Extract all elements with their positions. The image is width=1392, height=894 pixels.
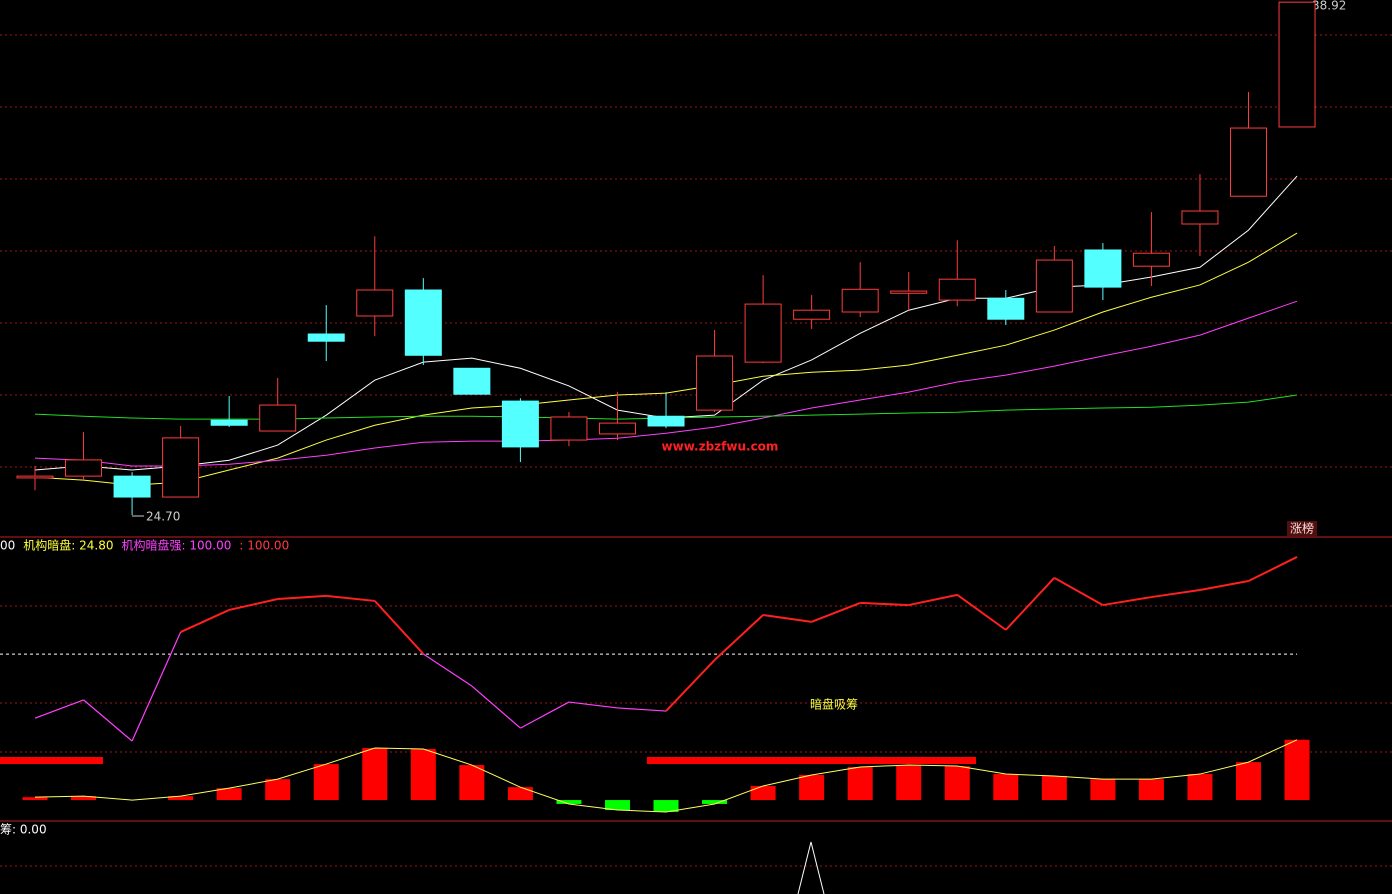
candle-body (453, 367, 491, 395)
indicator-line (471, 685, 521, 729)
signal-band (647, 757, 976, 764)
candle-body (598, 422, 636, 435)
indicator-annotation: 暗盘吸筹 (810, 697, 858, 712)
signal-band (0, 757, 103, 764)
indicator-line (180, 609, 230, 633)
indicator-header: 00 (0, 539, 15, 553)
moving-average (34, 300, 1298, 467)
candle-body (1278, 1, 1316, 128)
indicator-bar (71, 796, 97, 801)
indicator-line (1102, 596, 1152, 607)
indicator-line (277, 594, 327, 600)
indicator-line (1005, 577, 1056, 631)
indicator-bar (459, 765, 485, 801)
indicator-bar (410, 749, 436, 801)
indicator-line (762, 614, 812, 623)
indicator-header: : 100.00 (239, 539, 289, 553)
indicator-line (568, 701, 618, 709)
price-grid (0, 34, 1392, 867)
signal-peak (797, 841, 825, 894)
indicator-bar (702, 800, 728, 804)
indicator-bar (507, 787, 533, 801)
candle-body (65, 459, 103, 477)
indicator-line (1053, 576, 1104, 606)
indicator-bar (993, 774, 1019, 801)
indicator-bar (22, 797, 48, 801)
indicator-bar (1090, 779, 1116, 801)
indicator-bar (750, 785, 776, 801)
candle-body (890, 290, 928, 294)
indicator-line (520, 701, 570, 729)
indicator-bar (265, 779, 291, 801)
min-label: 24.70 (146, 510, 180, 524)
candle-body (647, 415, 685, 427)
indicator-bar (1041, 775, 1067, 801)
indicator-bar (1236, 762, 1261, 801)
indicator-line (83, 699, 133, 742)
indicator-line (1151, 589, 1201, 599)
indicator-bar (896, 765, 922, 801)
indicator-header: 机构暗盘: 24.80 (23, 538, 113, 553)
bar-line (34, 739, 1298, 813)
indicator-line (665, 659, 716, 712)
indicator-line (374, 600, 425, 655)
candle-body (259, 404, 297, 432)
candle-body (404, 289, 442, 356)
indicator-line (422, 653, 473, 687)
indicator-bar (847, 766, 873, 801)
indicator-line (617, 707, 667, 712)
badge-bg (1287, 521, 1317, 536)
indicator-line (908, 593, 958, 607)
indicator-bar (556, 800, 582, 804)
candle-body (16, 475, 54, 479)
candle-body (356, 289, 394, 317)
candle-body (793, 309, 831, 320)
indicator-line (860, 601, 909, 607)
watermark: www.zbzfwu.com (662, 440, 779, 454)
candle-body (1084, 249, 1122, 288)
indicator-line (131, 631, 182, 742)
candle-body (938, 278, 976, 301)
candle-body (113, 475, 151, 498)
indicator-bar (168, 796, 194, 801)
candle-body (1035, 259, 1073, 313)
candle-body (1230, 127, 1267, 197)
candle-body (162, 437, 200, 498)
max-label: 38.92 (1312, 0, 1346, 13)
candle-body (1132, 252, 1170, 267)
indicator-bar (944, 766, 970, 801)
indicator-line (326, 594, 375, 602)
candle-body (307, 333, 345, 342)
candle-body (744, 303, 782, 363)
candle-body (210, 419, 248, 426)
indicator-bar (653, 800, 679, 812)
indicator-line (1199, 580, 1249, 591)
indicator-header: 筹: 0.00 (0, 823, 47, 837)
candle-body (550, 416, 588, 441)
indicator-line (811, 601, 861, 623)
candle-body (987, 297, 1025, 320)
candle-body (841, 288, 879, 313)
indicator-line (1248, 556, 1298, 582)
badge: 涨榜 (1290, 521, 1314, 536)
indicator-line (228, 598, 278, 611)
candle-body (501, 400, 539, 448)
indicator-header: 机构暗盘强: 100.00 (122, 538, 232, 553)
indicator-bar (216, 788, 242, 801)
indicator-line (713, 614, 764, 661)
indicator-bar (1284, 739, 1310, 801)
indicator-bar (362, 748, 388, 801)
candle-body (696, 355, 734, 411)
indicator-bar (604, 800, 630, 811)
candle-body (1181, 210, 1219, 225)
indicator-line (956, 594, 1007, 631)
indicator-line (34, 699, 84, 719)
indicator-bar (1138, 779, 1164, 801)
indicator-bar (313, 764, 339, 801)
indicator-bar (799, 775, 825, 801)
indicator-bar (1187, 774, 1213, 801)
